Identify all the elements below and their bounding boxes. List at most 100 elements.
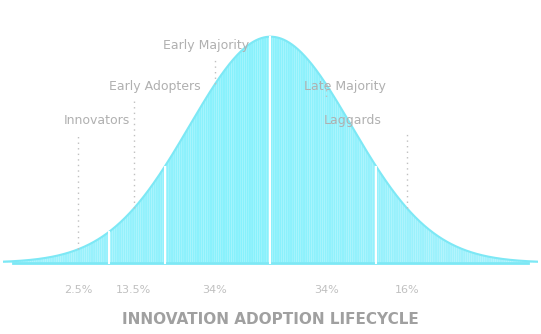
Polygon shape (174, 149, 176, 263)
Polygon shape (401, 201, 403, 263)
Polygon shape (265, 37, 267, 263)
Polygon shape (386, 181, 388, 263)
Polygon shape (371, 158, 373, 263)
Polygon shape (412, 213, 414, 263)
Polygon shape (254, 40, 256, 263)
Polygon shape (431, 230, 432, 263)
Polygon shape (168, 158, 170, 263)
Text: Late Majority: Late Majority (304, 80, 386, 93)
Polygon shape (79, 248, 81, 263)
Polygon shape (181, 137, 183, 263)
Polygon shape (177, 143, 180, 263)
Polygon shape (453, 245, 454, 263)
Polygon shape (423, 224, 425, 263)
Text: Early Adopters: Early Adopters (109, 80, 200, 93)
Polygon shape (417, 219, 419, 263)
Polygon shape (503, 259, 505, 263)
Polygon shape (295, 46, 296, 263)
Polygon shape (31, 260, 32, 263)
Polygon shape (300, 51, 302, 263)
Polygon shape (321, 76, 322, 263)
Polygon shape (57, 255, 58, 263)
Polygon shape (226, 66, 228, 263)
Polygon shape (339, 105, 341, 263)
Polygon shape (232, 59, 233, 263)
Polygon shape (506, 260, 509, 263)
Polygon shape (280, 38, 282, 263)
Polygon shape (348, 121, 351, 263)
Polygon shape (144, 194, 146, 263)
Polygon shape (410, 211, 412, 263)
Polygon shape (454, 246, 457, 263)
Polygon shape (61, 255, 62, 263)
Polygon shape (25, 260, 27, 263)
Polygon shape (114, 226, 116, 263)
Polygon shape (531, 261, 533, 263)
Polygon shape (388, 183, 390, 263)
Polygon shape (492, 257, 493, 263)
Polygon shape (477, 254, 479, 263)
Polygon shape (246, 45, 248, 263)
Polygon shape (196, 112, 198, 263)
Polygon shape (332, 93, 334, 263)
Polygon shape (250, 42, 252, 263)
Polygon shape (529, 261, 531, 263)
Polygon shape (444, 239, 445, 263)
Polygon shape (161, 170, 163, 263)
Polygon shape (187, 127, 189, 263)
Polygon shape (447, 242, 449, 263)
Polygon shape (522, 261, 523, 263)
Polygon shape (354, 130, 356, 263)
Polygon shape (68, 252, 70, 263)
Polygon shape (369, 155, 371, 263)
Polygon shape (83, 246, 84, 263)
Polygon shape (361, 143, 364, 263)
Polygon shape (220, 73, 222, 263)
Polygon shape (283, 39, 285, 263)
Polygon shape (122, 219, 124, 263)
Polygon shape (497, 258, 499, 263)
Polygon shape (306, 57, 308, 263)
Polygon shape (304, 55, 306, 263)
Polygon shape (38, 259, 40, 263)
Polygon shape (328, 88, 330, 263)
Polygon shape (364, 146, 365, 263)
Polygon shape (138, 201, 140, 263)
Polygon shape (219, 76, 220, 263)
Polygon shape (289, 42, 291, 263)
Polygon shape (335, 99, 338, 263)
Polygon shape (242, 48, 245, 263)
Text: Laggards: Laggards (324, 114, 382, 127)
Polygon shape (222, 71, 224, 263)
Polygon shape (293, 45, 295, 263)
Polygon shape (464, 249, 466, 263)
Polygon shape (397, 196, 399, 263)
Polygon shape (151, 183, 153, 263)
Polygon shape (135, 205, 137, 263)
Polygon shape (488, 257, 490, 263)
Polygon shape (291, 44, 293, 263)
Polygon shape (313, 66, 315, 263)
Polygon shape (8, 261, 10, 263)
Polygon shape (378, 170, 380, 263)
Polygon shape (334, 96, 335, 263)
Polygon shape (360, 140, 361, 263)
Polygon shape (32, 260, 35, 263)
Polygon shape (493, 258, 496, 263)
Polygon shape (110, 229, 113, 263)
Polygon shape (490, 257, 492, 263)
Polygon shape (170, 155, 172, 263)
Polygon shape (176, 146, 177, 263)
Polygon shape (58, 255, 61, 263)
Polygon shape (309, 61, 312, 263)
Polygon shape (302, 53, 304, 263)
Polygon shape (445, 241, 447, 263)
Polygon shape (282, 39, 283, 263)
Polygon shape (153, 181, 155, 263)
Polygon shape (203, 99, 206, 263)
Polygon shape (479, 255, 480, 263)
Polygon shape (341, 108, 343, 263)
Polygon shape (414, 215, 415, 263)
Polygon shape (358, 137, 360, 263)
Polygon shape (94, 241, 96, 263)
